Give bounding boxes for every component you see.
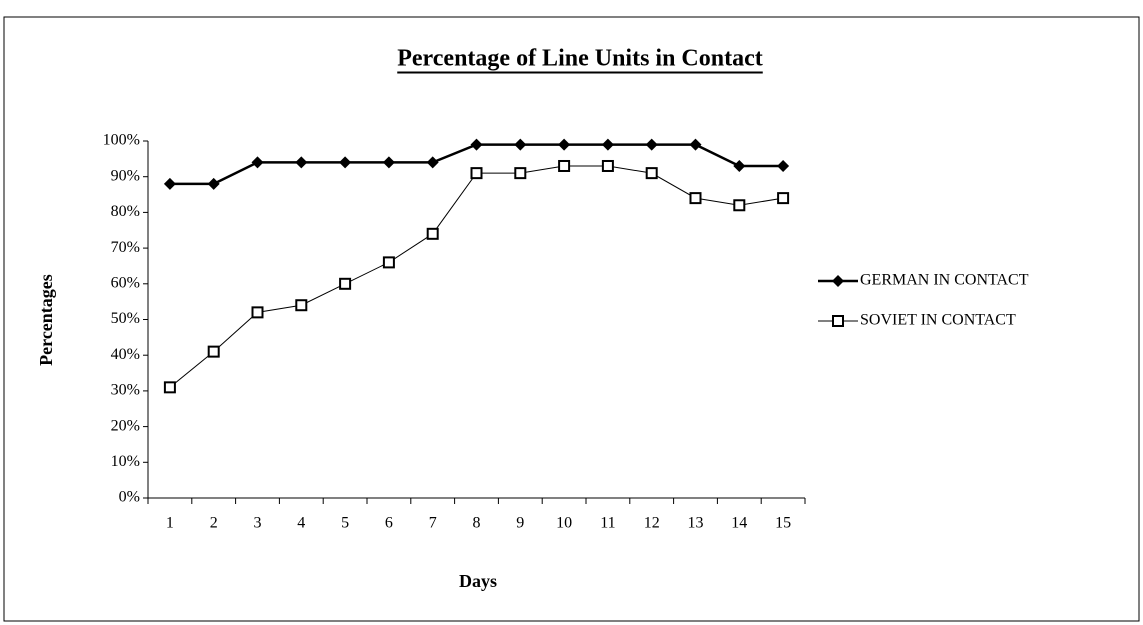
x-tick-label: 6 xyxy=(385,515,393,532)
point xyxy=(558,159,571,172)
point xyxy=(777,159,790,172)
y-tick-label: 80% xyxy=(111,203,140,220)
legend-label: GERMAN IN CONTACT xyxy=(860,272,1029,289)
point xyxy=(251,306,264,319)
point xyxy=(645,167,658,180)
x-tick-label: 7 xyxy=(429,515,437,532)
x-tick-label: 2 xyxy=(210,515,218,532)
legend-label: SOVIET IN CONTACT xyxy=(860,312,1016,329)
point xyxy=(558,138,571,151)
x-tick-label: 10 xyxy=(556,515,572,532)
x-tick-label: 13 xyxy=(688,515,704,532)
point xyxy=(601,159,614,172)
point xyxy=(426,227,439,240)
point xyxy=(426,156,439,169)
chart-border xyxy=(3,16,1140,622)
point xyxy=(295,156,308,169)
y-tick-label: 60% xyxy=(111,274,140,291)
point xyxy=(645,138,658,151)
x-tick-label: 1 xyxy=(166,515,174,532)
x-axis-title: Days xyxy=(459,571,497,591)
y-tick-label: 30% xyxy=(111,382,140,399)
x-tick-label: 4 xyxy=(297,515,305,532)
point xyxy=(733,159,746,172)
point xyxy=(832,275,844,287)
point xyxy=(733,199,746,212)
y-axis-title: Percentages xyxy=(36,274,56,366)
point xyxy=(251,156,264,169)
point xyxy=(295,299,308,312)
point xyxy=(689,192,702,205)
y-tick-label: 100% xyxy=(103,132,140,149)
y-tick-label: 0% xyxy=(119,489,140,506)
point xyxy=(832,315,844,327)
point xyxy=(382,256,395,269)
x-tick-label: 14 xyxy=(731,515,747,532)
point xyxy=(163,177,176,190)
point xyxy=(689,138,702,151)
x-tick-label: 9 xyxy=(516,515,524,532)
point xyxy=(777,192,790,205)
y-tick-label: 20% xyxy=(111,417,140,434)
point xyxy=(470,138,483,151)
point xyxy=(339,156,352,169)
point xyxy=(339,277,352,290)
point xyxy=(207,345,220,358)
y-tick-label: 10% xyxy=(111,453,140,470)
y-tick-label: 40% xyxy=(111,346,140,363)
x-tick-label: 8 xyxy=(473,515,481,532)
point xyxy=(163,381,176,394)
x-tick-label: 5 xyxy=(341,515,349,532)
y-tick-label: 70% xyxy=(111,239,140,256)
point xyxy=(514,167,527,180)
y-tick-label: 90% xyxy=(111,167,140,184)
x-tick-label: 12 xyxy=(644,515,660,532)
point xyxy=(514,138,527,151)
point xyxy=(601,138,614,151)
chart-title: Percentage of Line Units in Contact xyxy=(397,46,763,72)
point xyxy=(382,156,395,169)
point xyxy=(470,167,483,180)
x-tick-label: 11 xyxy=(600,515,615,532)
x-tick-label: 15 xyxy=(775,515,791,532)
point xyxy=(207,177,220,190)
y-tick-label: 50% xyxy=(111,310,140,327)
x-tick-label: 3 xyxy=(254,515,262,532)
